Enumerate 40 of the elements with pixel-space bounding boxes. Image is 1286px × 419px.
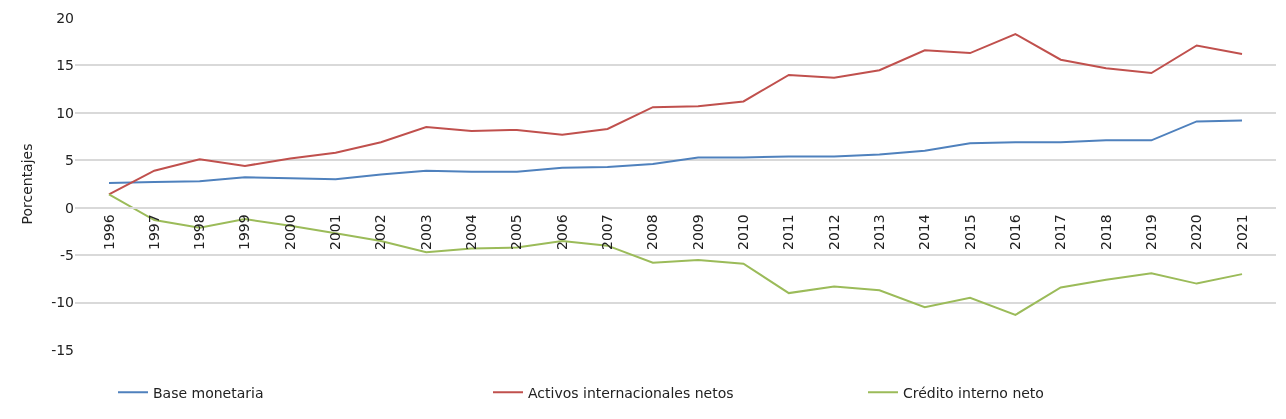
- x-tick-label: 1997: [145, 214, 162, 250]
- x-tick-label: 1996: [100, 214, 117, 250]
- x-tick-label: 2013: [870, 214, 887, 250]
- legend-label: Activos internacionales netos: [528, 384, 734, 401]
- y-axis-title: Porcentajes: [18, 143, 35, 225]
- legend-label: Base monetaria: [153, 384, 264, 401]
- y-tick-label: 20: [56, 9, 74, 26]
- line-series: [107, 119, 1244, 185]
- y-tick-label: 0: [65, 199, 74, 216]
- x-tick-label: 2019: [1142, 214, 1159, 250]
- x-tick-label: 2021: [1233, 214, 1250, 250]
- y-tick-label: -5: [60, 247, 74, 264]
- x-tick-label: 2010: [735, 214, 752, 250]
- x-tick-label: 1998: [191, 214, 208, 250]
- x-tick-label: 2018: [1097, 214, 1114, 250]
- x-tick-label: 2015: [961, 214, 978, 250]
- x-tick-label: 2020: [1188, 214, 1205, 250]
- x-tick-label: 2004: [463, 214, 480, 250]
- y-tick-label: 5: [65, 152, 74, 169]
- x-tick-label: 2000: [281, 214, 298, 250]
- x-tick-label: 2003: [417, 214, 434, 250]
- y-tick-label: 15: [56, 57, 74, 74]
- x-tick-label: 2006: [553, 214, 570, 250]
- x-tick-label: 2001: [327, 214, 344, 250]
- x-tick-label: 2007: [599, 214, 616, 250]
- y-tick-label: -10: [51, 294, 74, 311]
- x-tick-label: 2005: [508, 214, 525, 250]
- x-tick-label: 2002: [372, 214, 389, 250]
- legend-label: Crédito interno neto: [903, 384, 1044, 401]
- y-tick-label: 10: [56, 104, 74, 121]
- x-tick-label: 2016: [1006, 214, 1023, 250]
- x-tick-label: 2011: [780, 214, 797, 250]
- line-series: [107, 33, 1244, 196]
- x-tick-label: 2017: [1052, 214, 1069, 250]
- x-tick-label: 2012: [825, 214, 842, 250]
- y-tick-label: -15: [51, 341, 74, 358]
- x-tick-label: 1999: [236, 214, 253, 250]
- x-tick-label: 2014: [916, 214, 933, 250]
- x-tick-label: 2009: [689, 214, 706, 250]
- x-tick-label: 2008: [644, 214, 661, 250]
